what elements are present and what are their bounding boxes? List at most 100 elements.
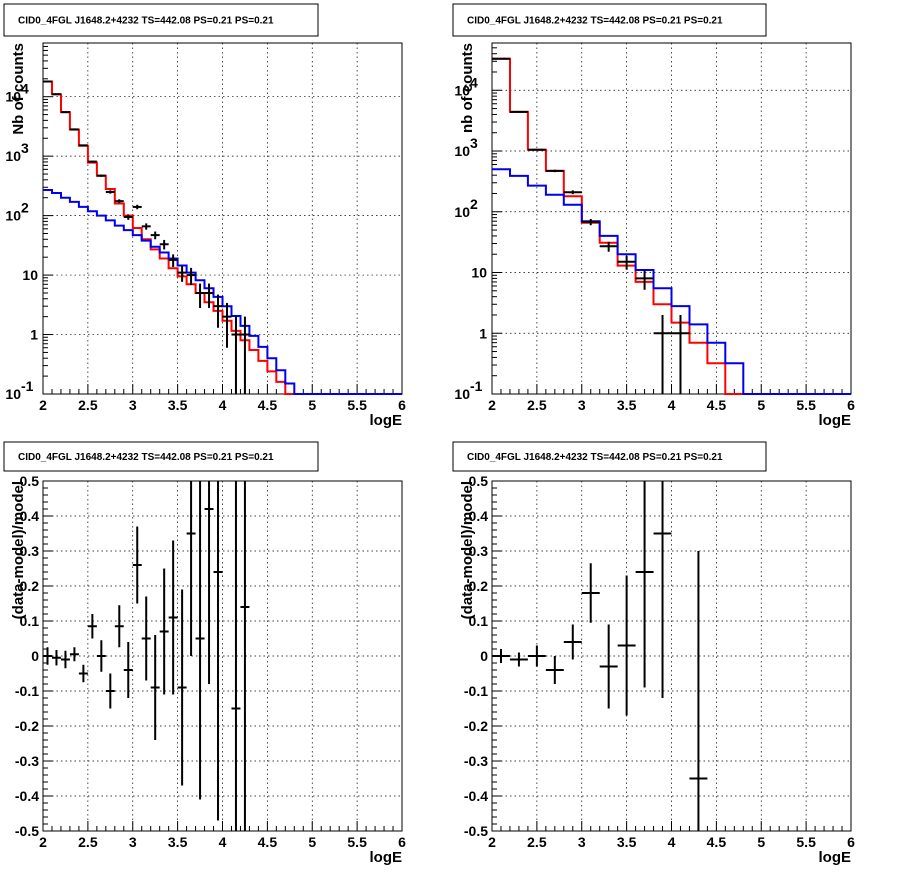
x-tick-label: 2.5 [78, 397, 98, 413]
x-tick-label: 2 [488, 397, 496, 413]
data-point [240, 316, 250, 394]
y-tick-label: 0.1 [20, 613, 40, 629]
y-tick-label: 1 [30, 327, 38, 343]
residual-point [69, 647, 79, 662]
residual-point [195, 481, 205, 800]
chart-panel-1: CID0_4FGL J1648.2+4232 TS=442.08 PS=0.21… [3, 3, 406, 429]
residual-point [545, 656, 564, 684]
residual-point [150, 635, 160, 740]
y-tick-label: 0.5 [469, 473, 489, 489]
residual-point [213, 481, 223, 821]
y-tick-exponent: 3 [21, 140, 29, 156]
data-point [114, 199, 124, 204]
y-axis-label: (data-model)/model [459, 481, 476, 619]
data-point [509, 110, 528, 113]
data-point [177, 265, 187, 282]
x-tick-label: 2 [488, 834, 496, 850]
residual-point [51, 650, 61, 666]
x-tick-label: 3 [578, 397, 586, 413]
y-tick-label: 1 [479, 325, 487, 341]
data-point [635, 270, 654, 290]
data-point [60, 111, 70, 114]
x-tick-label: 4 [668, 834, 676, 850]
data-point [213, 294, 223, 328]
residual-point [159, 568, 169, 695]
y-tick-label: 10 [5, 148, 21, 164]
x-tick-label: 3 [129, 397, 137, 413]
x-tick-label: 5.5 [347, 834, 367, 850]
residual-point [60, 650, 70, 669]
y-tick-exponent: -1 [470, 378, 483, 394]
chart-panel-2: CID0_4FGL J1648.2+4232 TS=442.08 PS=0.21… [452, 3, 855, 429]
residual-point [527, 645, 546, 667]
data-point [527, 148, 546, 151]
y-tick-label: -0.4 [15, 788, 39, 804]
data-point [186, 267, 196, 286]
x-tick-label: 2 [39, 397, 47, 413]
residual-point [653, 481, 672, 698]
y-tick-label: -0.4 [464, 788, 488, 804]
title-box [452, 3, 767, 37]
y-tick-label: 10 [454, 143, 470, 159]
x-tick-label: 5 [757, 834, 765, 850]
y-tick-label: -0.3 [15, 753, 39, 769]
data-point [123, 214, 133, 220]
y-tick-label: 10 [22, 267, 38, 283]
data-point [168, 254, 178, 267]
y-tick-label: 10 [454, 82, 470, 98]
data-point [132, 204, 142, 210]
y-tick-exponent: 4 [21, 81, 29, 97]
x-axis-label: logE [819, 849, 852, 866]
residual-point [105, 673, 115, 709]
x-tick-label: 4.5 [258, 397, 278, 413]
y-tick-label: 0.4 [20, 508, 40, 524]
data-point [231, 316, 241, 394]
residual-point [123, 642, 133, 698]
chart-title: CID0_4FGL J1648.2+4232 TS=442.08 PS=0.21… [18, 452, 274, 463]
y-tick-label: -0.2 [15, 718, 39, 734]
x-tick-label: 5.5 [347, 397, 367, 413]
data-point [545, 169, 564, 173]
y-tick-label: 0.5 [20, 473, 40, 489]
x-tick-label: 3 [129, 834, 137, 850]
x-tick-label: 2.5 [527, 397, 547, 413]
title-box [452, 441, 767, 472]
series-source-model [43, 189, 402, 395]
y-axis-label: Nb of counts [10, 43, 27, 135]
y-tick-label: 10 [5, 208, 21, 224]
x-tick-label: 2.5 [527, 834, 547, 850]
y-tick-label: 10 [454, 204, 470, 220]
residual-point [87, 614, 97, 639]
x-tick-label: 3.5 [617, 834, 637, 850]
data-point [150, 231, 160, 240]
residual-point [204, 481, 214, 684]
data-point [141, 223, 151, 230]
residual-point [231, 481, 241, 831]
data-point [159, 239, 169, 250]
data-point [87, 160, 97, 163]
residual-point [492, 649, 510, 663]
x-tick-label: 6 [398, 834, 406, 850]
y-axis-label: nb of counts [459, 43, 476, 133]
residual-point [132, 526, 142, 604]
data-point [581, 219, 600, 226]
residual-point [168, 540, 178, 695]
x-tick-label: 4.5 [707, 397, 727, 413]
data-point [599, 241, 618, 252]
y-tick-label: -0.3 [464, 753, 488, 769]
y-tick-label: 0.2 [469, 578, 489, 594]
series-source-model [492, 168, 851, 395]
residual-point [114, 605, 124, 648]
data-point [617, 255, 636, 270]
x-tick-label: 4 [219, 834, 227, 850]
y-tick-label: 10 [454, 386, 470, 402]
chart-title: CID0_4FGL J1648.2+4232 TS=442.08 PS=0.21… [467, 452, 723, 463]
x-tick-label: 4 [219, 397, 227, 413]
chart-panel-4: CID0_4FGL J1648.2+4232 TS=442.08 PS=0.21… [452, 441, 855, 866]
y-axis-label: (data-model)/model [10, 481, 27, 619]
residual-point [240, 481, 250, 831]
x-tick-label: 2.5 [78, 834, 98, 850]
data-point [96, 174, 106, 177]
x-tick-label: 2 [39, 834, 47, 850]
x-tick-label: 3.5 [617, 397, 637, 413]
